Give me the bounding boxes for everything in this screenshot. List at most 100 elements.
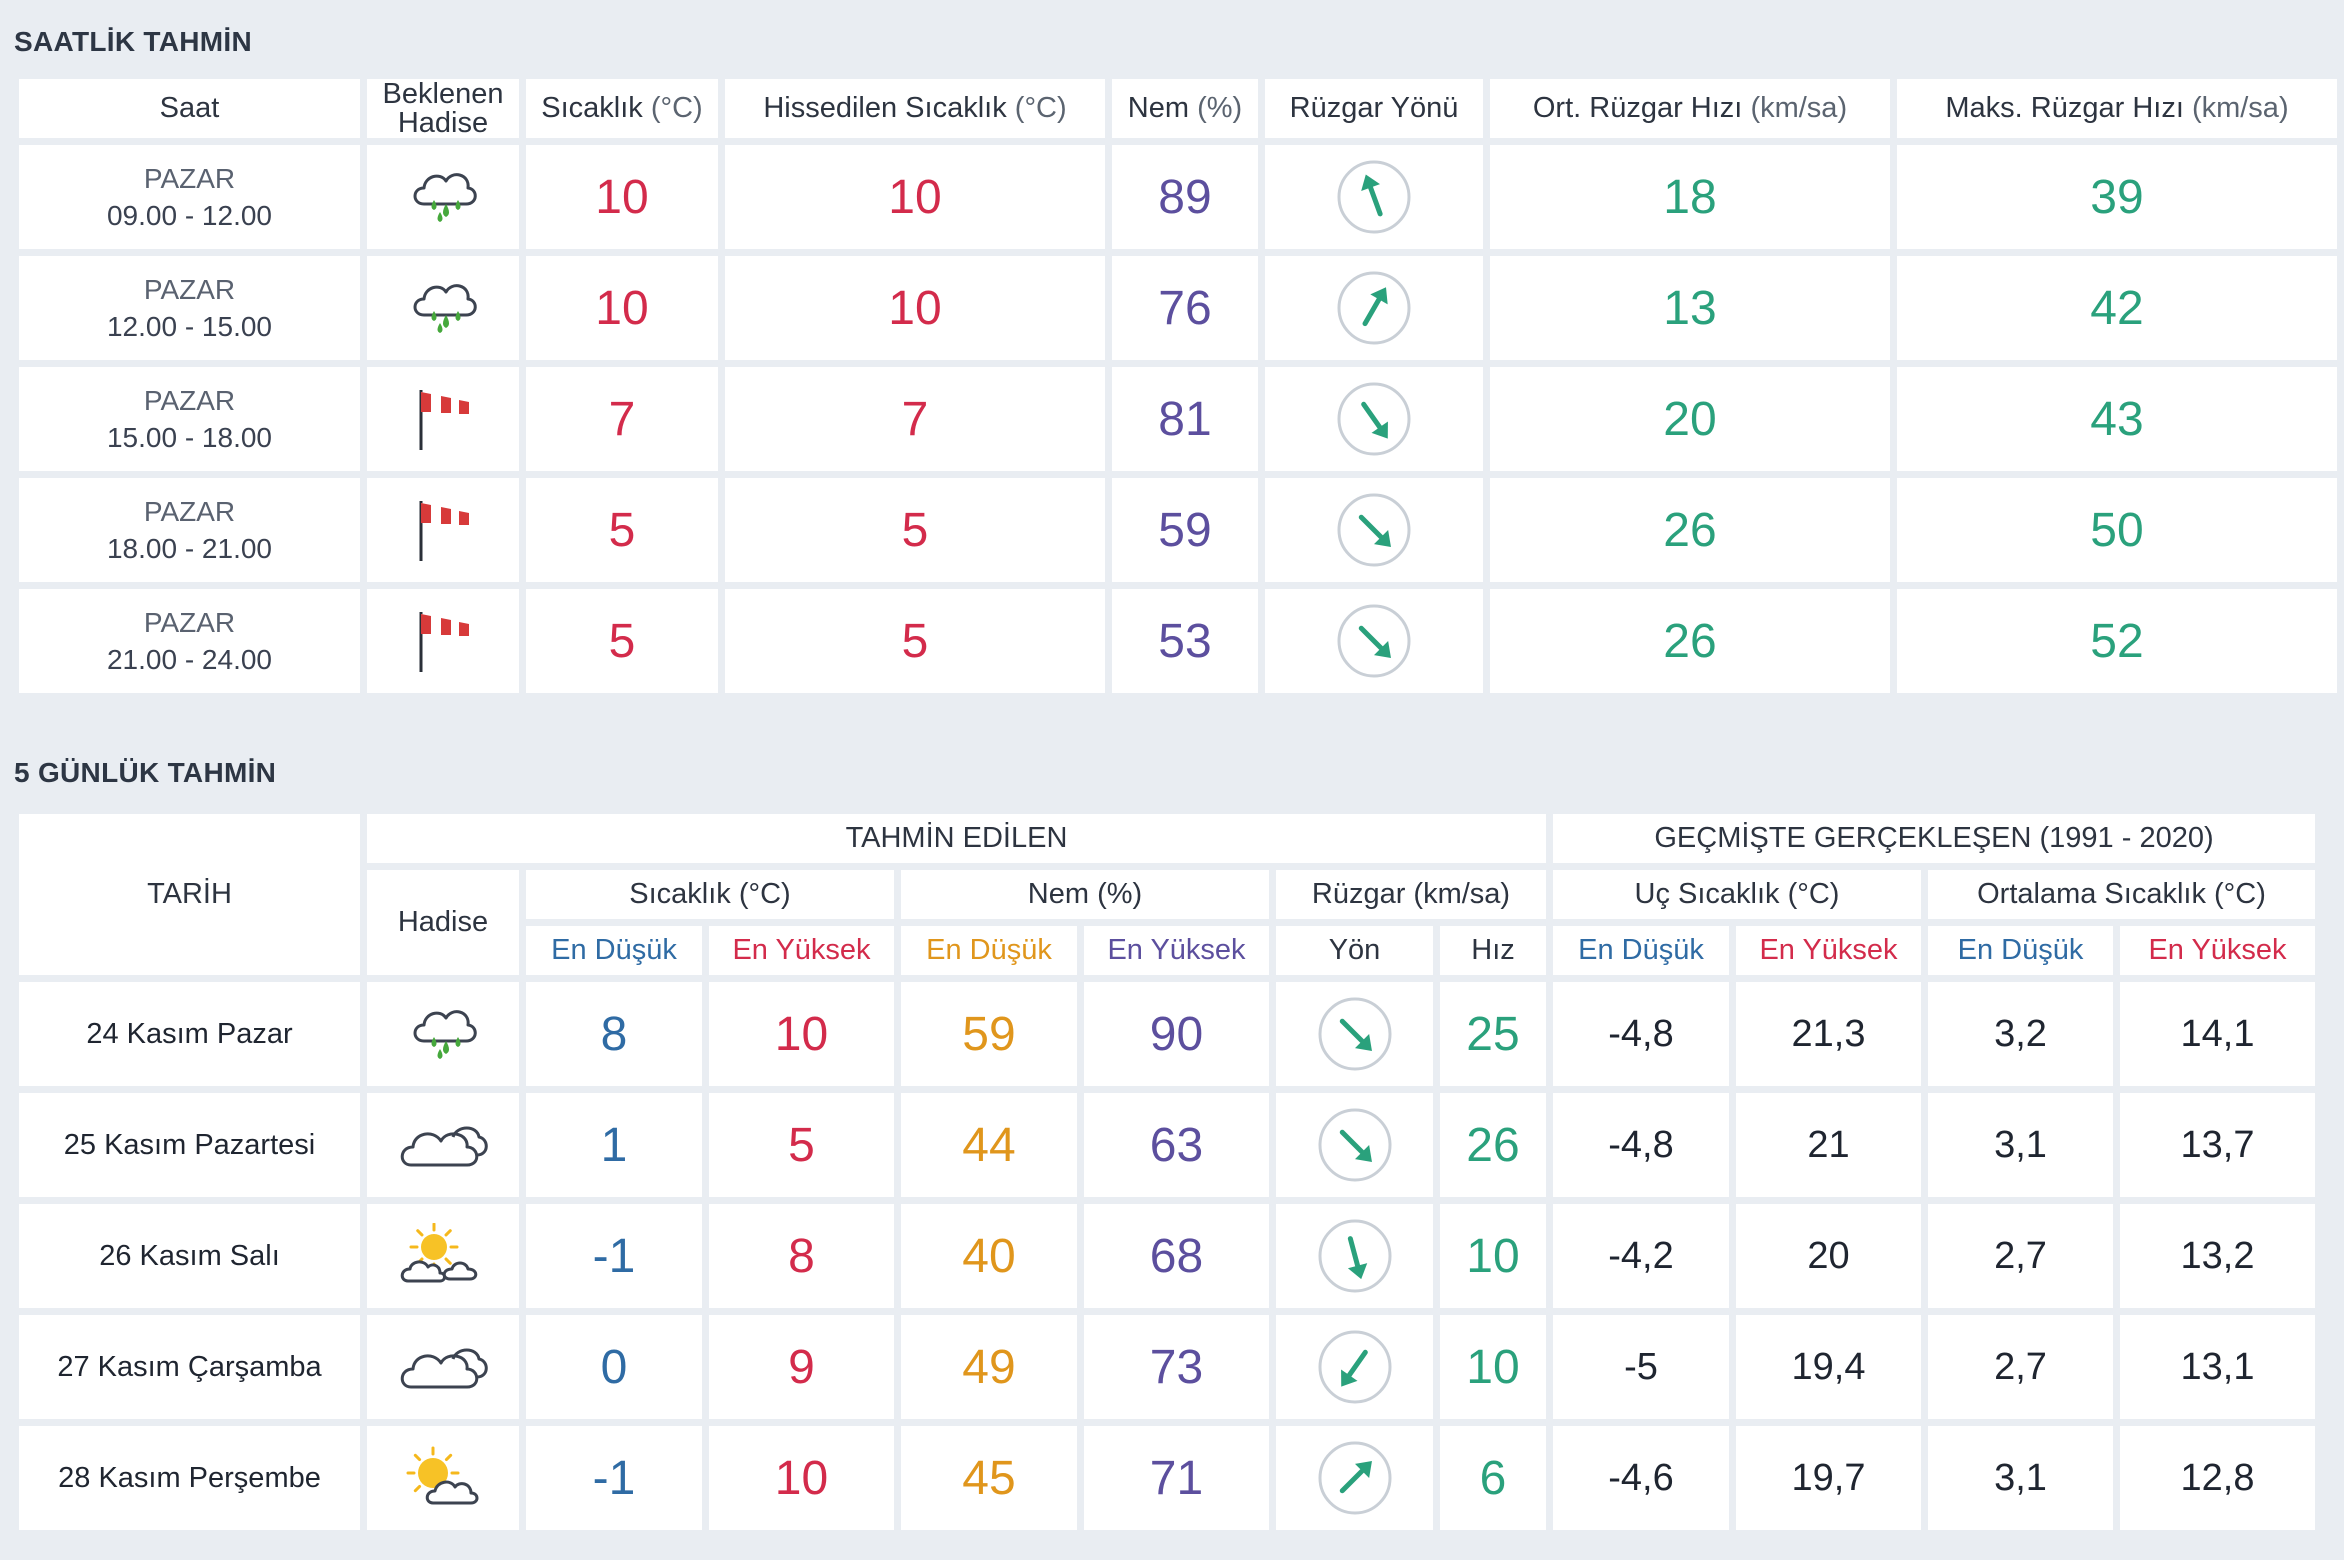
daily-temp-low: 8 bbox=[526, 982, 702, 1086]
hourly-temp: 10 bbox=[526, 256, 718, 360]
hourly-time-cell: PAZAR 18.00 - 21.00 bbox=[19, 478, 360, 582]
rain-cloud-icon bbox=[367, 275, 519, 341]
hourly-time-range: 21.00 - 24.00 bbox=[106, 644, 273, 675]
header-wind-speed: Hız bbox=[1440, 926, 1546, 975]
wind-direction-arrow-icon bbox=[1276, 994, 1433, 1074]
hourly-event-cell bbox=[367, 478, 519, 582]
wind-direction-arrow-icon bbox=[1265, 490, 1483, 570]
header-avg-high: En Yüksek bbox=[2120, 926, 2315, 975]
header-humidity-high: En Yüksek bbox=[1084, 926, 1269, 975]
hourly-avg-wind: 18 bbox=[1490, 145, 1890, 249]
daily-wind-speed: 10 bbox=[1440, 1204, 1546, 1308]
daily-humidity-high: 63 bbox=[1084, 1093, 1269, 1197]
rain-cloud-icon bbox=[367, 1001, 519, 1067]
daily-humidity-low: 45 bbox=[901, 1426, 1077, 1530]
header-temp: Sıcaklık (°C) bbox=[526, 870, 894, 919]
wind-direction-arrow-icon bbox=[1276, 1105, 1433, 1185]
daily-forecast-table: TARİH TAHMİN EDİLEN GEÇMİŞTE GERÇEKLEŞEN… bbox=[12, 807, 2322, 1537]
daily-event-cell bbox=[367, 1093, 519, 1197]
wind-direction-arrow-icon bbox=[1276, 1327, 1433, 1407]
daily-extreme-high: 20 bbox=[1736, 1204, 1921, 1308]
daily-avg-high: 12,8 bbox=[2120, 1426, 2315, 1530]
hourly-time-range: 12.00 - 15.00 bbox=[106, 311, 273, 342]
hourly-row: PAZAR 12.00 - 15.00 10 10 76 13 42 bbox=[19, 256, 2337, 360]
hourly-max-wind: 43 bbox=[1897, 367, 2337, 471]
daily-date: 27 Kasım Çarşamba bbox=[19, 1315, 360, 1419]
wind-direction-arrow-icon bbox=[1276, 1216, 1433, 1296]
daily-row: 27 Kasım Çarşamba 0 9 49 73 10 -5 19,4 2… bbox=[19, 1315, 2315, 1419]
hourly-temp: 5 bbox=[526, 589, 718, 693]
hourly-day: PAZAR bbox=[143, 496, 236, 527]
header-event: Hadise bbox=[367, 870, 519, 975]
daily-humidity-high: 71 bbox=[1084, 1426, 1269, 1530]
hourly-day: PAZAR bbox=[143, 385, 236, 416]
header-extreme-high: En Yüksek bbox=[1736, 926, 1921, 975]
daily-date: 25 Kasım Pazartesi bbox=[19, 1093, 360, 1197]
header-temp-low: En Düşük bbox=[526, 926, 702, 975]
daily-wind-dir-cell bbox=[1276, 1426, 1433, 1530]
daily-avg-high: 13,7 bbox=[2120, 1093, 2315, 1197]
header-avg-low: En Düşük bbox=[1928, 926, 2113, 975]
daily-avg-low: 3,2 bbox=[1928, 982, 2113, 1086]
header-extreme-temp: Uç Sıcaklık (°C) bbox=[1553, 870, 1921, 919]
partly-cloudy-icon bbox=[367, 1223, 519, 1289]
hourly-row: PAZAR 15.00 - 18.00 7 7 81 20 43 bbox=[19, 367, 2337, 471]
daily-avg-high: 14,1 bbox=[2120, 982, 2315, 1086]
daily-extreme-low: -4,8 bbox=[1553, 1093, 1729, 1197]
windsock-icon bbox=[367, 384, 519, 454]
header-date: TARİH bbox=[19, 814, 360, 975]
hourly-day: PAZAR bbox=[143, 607, 236, 638]
daily-wind-speed: 25 bbox=[1440, 982, 1546, 1086]
hourly-event-cell bbox=[367, 367, 519, 471]
hourly-avg-wind: 26 bbox=[1490, 478, 1890, 582]
daily-row: 28 Kasım Perşembe -1 10 45 71 6 -4,6 19,… bbox=[19, 1426, 2315, 1530]
daily-date: 26 Kasım Salı bbox=[19, 1204, 360, 1308]
daily-temp-low: -1 bbox=[526, 1426, 702, 1530]
header-humidity: Nem (%) bbox=[901, 870, 1269, 919]
daily-event-cell bbox=[367, 1426, 519, 1530]
hourly-event-cell bbox=[367, 589, 519, 693]
hourly-feels: 5 bbox=[725, 478, 1105, 582]
hourly-wind-dir-cell bbox=[1265, 367, 1483, 471]
hourly-row: PAZAR 18.00 - 21.00 5 5 59 26 50 bbox=[19, 478, 2337, 582]
daily-row: 24 Kasım Pazar 8 10 59 90 25 -4,8 21,3 3… bbox=[19, 982, 2315, 1086]
daily-wind-speed: 10 bbox=[1440, 1315, 1546, 1419]
hourly-max-wind: 52 bbox=[1897, 589, 2337, 693]
daily-event-cell bbox=[367, 1204, 519, 1308]
hourly-forecast-table: Saat Beklenen Hadise Sıcaklık (°C) Hissed… bbox=[12, 72, 2344, 700]
daily-date: 28 Kasım Perşembe bbox=[19, 1426, 360, 1530]
hourly-humidity: 59 bbox=[1112, 478, 1258, 582]
daily-extreme-high: 21,3 bbox=[1736, 982, 1921, 1086]
daily-row: 25 Kasım Pazartesi 1 5 44 63 26 -4,8 21 … bbox=[19, 1093, 2315, 1197]
windsock-icon bbox=[367, 606, 519, 676]
rain-cloud-icon bbox=[367, 164, 519, 230]
hourly-max-wind: 42 bbox=[1897, 256, 2337, 360]
hourly-time-cell: PAZAR 21.00 - 24.00 bbox=[19, 589, 360, 693]
daily-humidity-low: 40 bbox=[901, 1204, 1077, 1308]
hourly-max-wind: 50 bbox=[1897, 478, 2337, 582]
daily-row: 26 Kasım Salı -1 8 40 68 10 -4,2 20 2,7 … bbox=[19, 1204, 2315, 1308]
hourly-humidity: 89 bbox=[1112, 145, 1258, 249]
header-event: Beklenen Hadise bbox=[367, 79, 519, 138]
hourly-feels: 10 bbox=[725, 145, 1105, 249]
header-extreme-low: En Düşük bbox=[1553, 926, 1729, 975]
hourly-feels: 5 bbox=[725, 589, 1105, 693]
sun-cloud-icon bbox=[367, 1445, 519, 1511]
hourly-humidity: 53 bbox=[1112, 589, 1258, 693]
hourly-day: PAZAR bbox=[143, 274, 236, 305]
hourly-time-range: 09.00 - 12.00 bbox=[106, 200, 273, 231]
header-time: Saat bbox=[19, 79, 360, 138]
header-max-wind: Maks. Rüzgar Hızı (km/sa) bbox=[1897, 79, 2337, 138]
daily-avg-low: 2,7 bbox=[1928, 1204, 2113, 1308]
daily-humidity-high: 68 bbox=[1084, 1204, 1269, 1308]
hourly-row: PAZAR 21.00 - 24.00 5 5 53 26 52 bbox=[19, 589, 2337, 693]
daily-extreme-high: 21 bbox=[1736, 1093, 1921, 1197]
daily-temp-low: 1 bbox=[526, 1093, 702, 1197]
hourly-avg-wind: 20 bbox=[1490, 367, 1890, 471]
daily-date: 24 Kasım Pazar bbox=[19, 982, 360, 1086]
header-feels: Hissedilen Sıcaklık (°C) bbox=[725, 79, 1105, 138]
daily-avg-low: 2,7 bbox=[1928, 1315, 2113, 1419]
hourly-row: PAZAR 09.00 - 12.00 10 10 89 18 39 bbox=[19, 145, 2337, 249]
hourly-day: PAZAR bbox=[143, 163, 236, 194]
hourly-wind-dir-cell bbox=[1265, 478, 1483, 582]
